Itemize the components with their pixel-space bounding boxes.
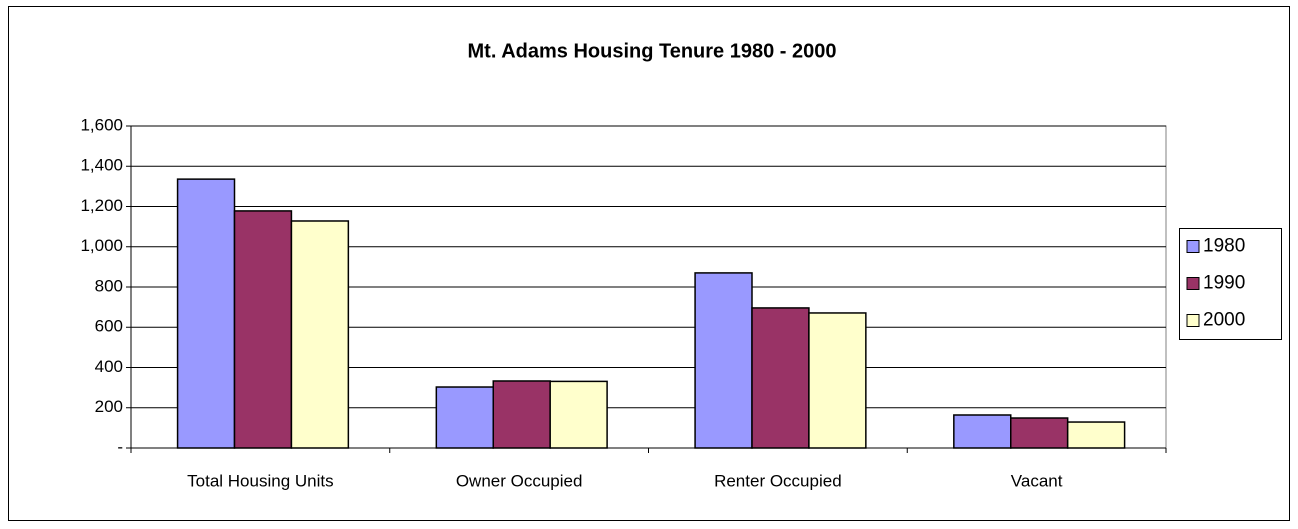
bar	[233, 210, 293, 449]
y-tick-label: 1,600	[80, 115, 123, 134]
x-tick-label: Total Housing Units	[187, 471, 333, 490]
x-tick-label: Owner Occupied	[456, 471, 583, 490]
legend-swatch	[1186, 240, 1200, 253]
bar	[492, 380, 551, 449]
x-tick-label: Renter Occupied	[714, 471, 842, 490]
legend-label: 2000	[1203, 310, 1245, 331]
y-tick-label: 1,000	[80, 236, 123, 255]
bar	[176, 178, 236, 449]
y-tick-label: 1,200	[80, 196, 123, 215]
legend-label: 1980	[1203, 236, 1245, 257]
bar	[751, 307, 810, 449]
y-tick-label: 200	[95, 397, 123, 416]
y-tick-label: 600	[95, 317, 123, 336]
legend-swatch	[1186, 277, 1200, 290]
bar	[549, 380, 608, 449]
bar	[808, 312, 867, 449]
bar	[1010, 417, 1069, 449]
y-tick-label: 400	[95, 357, 123, 376]
legend-swatch	[1186, 314, 1200, 327]
bar	[290, 220, 350, 449]
bar	[1066, 421, 1126, 449]
legend-label: 1990	[1203, 273, 1245, 294]
y-tick-label: -	[117, 437, 123, 456]
bar	[435, 386, 495, 449]
y-tick-label: 800	[95, 276, 123, 295]
x-tick-label: Vacant	[1011, 471, 1063, 490]
chart-title: Mt. Adams Housing Tenure 1980 - 2000	[468, 40, 837, 62]
bar	[694, 272, 753, 449]
bar	[953, 414, 1012, 449]
y-tick-label: 1,400	[80, 156, 123, 175]
